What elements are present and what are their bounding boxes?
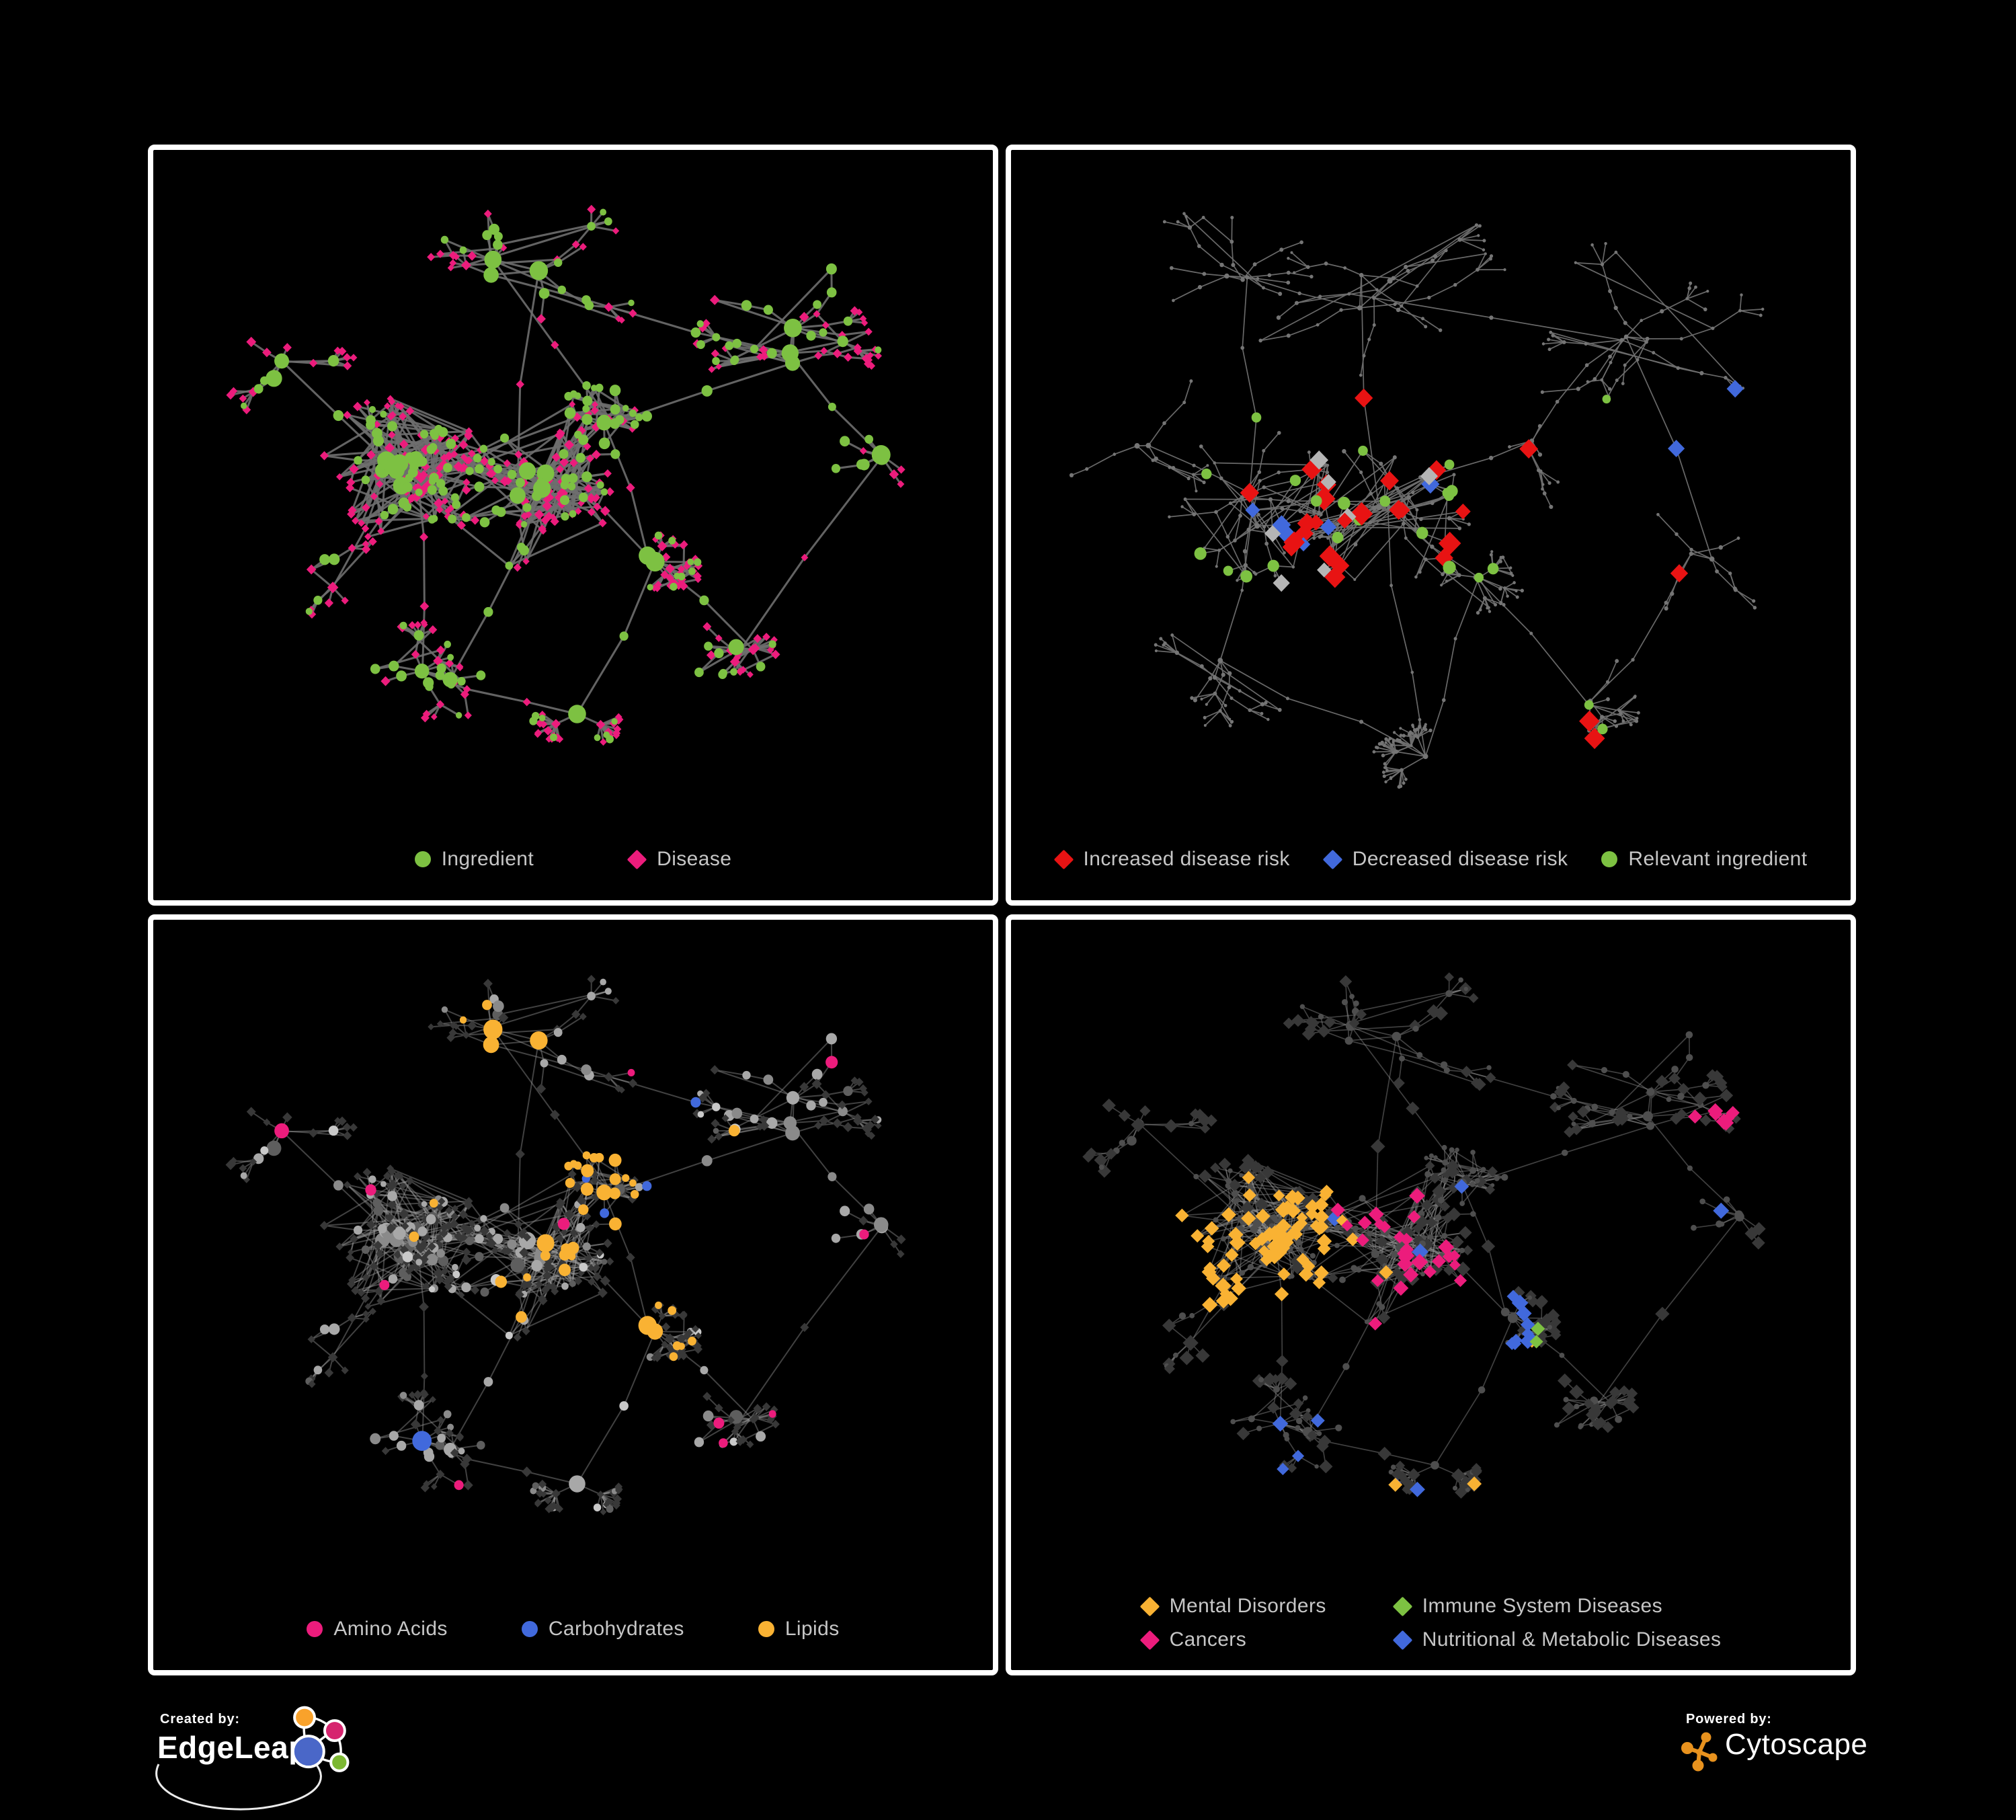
edgeleap-swoosh	[155, 1764, 322, 1811]
carbohydrates-circle-icon	[521, 1621, 538, 1637]
legend-label: Immune System Diseases	[1422, 1595, 1662, 1617]
powered-by-label: Powered by:	[1686, 1712, 1772, 1727]
network-disease-risk	[1069, 212, 1765, 789]
legend-item: Immune System Diseases	[1392, 1595, 1722, 1618]
legend-label: Mental Disorders	[1169, 1595, 1326, 1617]
cancers-diamond-icon	[1139, 1630, 1160, 1650]
cytoscape-network-icon	[1681, 1732, 1718, 1772]
legend-label: Cancers	[1169, 1628, 1247, 1651]
created-by-label: Created by:	[160, 1712, 240, 1727]
legend-item: Carbohydrates	[521, 1618, 684, 1640]
edgeleap-branding: Created by: EdgeLeap	[149, 1704, 381, 1818]
panel-disease-risk: Increased disease risk Decreased disease…	[1006, 145, 1856, 906]
legend-label: Increased disease risk	[1083, 848, 1290, 870]
panel-ingredient-disease: Ingredient Disease	[148, 145, 998, 906]
ingredient-circle-icon	[414, 851, 431, 867]
legend-ingredient-disease: Ingredient Disease	[153, 844, 993, 900]
legend-item: Nutritional & Metabolic Diseases	[1392, 1628, 1722, 1651]
legend-item: Mental Disorders	[1139, 1595, 1326, 1618]
network-ingredient-disease	[226, 204, 905, 746]
legend-label: Disease	[657, 848, 732, 870]
legend-label: Decreased disease risk	[1352, 848, 1568, 870]
increased-risk-diamond-icon	[1053, 849, 1074, 869]
relevant-ingredient-circle-icon	[1601, 851, 1618, 867]
legend-label: Relevant ingredient	[1628, 848, 1808, 870]
cytoscape-branding: Powered by: Cytoscape	[1675, 1704, 1971, 1794]
legend-item: Relevant ingredient	[1601, 848, 1807, 871]
decreased-risk-diamond-icon	[1322, 849, 1343, 869]
legend-disease-categories: Mental Disorders Immune System Diseases …	[1011, 1591, 1851, 1670]
panel-nutrient-classes: Amino Acids Carbohydrates Lipids	[148, 914, 998, 1675]
legend-item: Lipids	[758, 1618, 840, 1640]
disease-diamond-icon	[627, 849, 647, 869]
legend-item: Amino Acids	[307, 1618, 447, 1640]
legend-label: Amino Acids	[333, 1618, 448, 1640]
immune-diseases-diamond-icon	[1392, 1596, 1413, 1616]
legend-label: Ingredient	[441, 848, 534, 870]
legend-nutrient-classes: Amino Acids Carbohydrates Lipids	[153, 1614, 993, 1670]
mental-disorders-diamond-icon	[1139, 1596, 1160, 1616]
legend-label: Nutritional & Metabolic Diseases	[1422, 1628, 1722, 1651]
edgeleap-logo-text: EdgeLeap	[157, 1730, 308, 1765]
lipids-circle-icon	[758, 1621, 774, 1637]
legend-item: Disease	[627, 848, 732, 871]
legend-item: Ingredient	[414, 848, 534, 871]
legend-label: Carbohydrates	[548, 1618, 684, 1640]
legend-item: Cancers	[1139, 1628, 1326, 1651]
panel-disease-categories: Mental Disorders Immune System Diseases …	[1006, 914, 1856, 1675]
cytoscape-logo-text: Cytoscape	[1725, 1728, 1868, 1761]
legend-item: Decreased disease risk	[1322, 848, 1568, 871]
amino-acids-circle-icon	[307, 1621, 323, 1637]
network-disease-categories	[1082, 972, 1766, 1499]
legend-disease-risk: Increased disease risk Decreased disease…	[1011, 844, 1851, 900]
edgeleap-network-icon	[291, 1706, 350, 1772]
legend-label: Lipids	[784, 1618, 840, 1640]
legend-item: Increased disease risk	[1053, 848, 1290, 871]
nutritional-metabolic-diamond-icon	[1392, 1630, 1413, 1650]
network-nutrient-classes	[225, 974, 906, 1515]
